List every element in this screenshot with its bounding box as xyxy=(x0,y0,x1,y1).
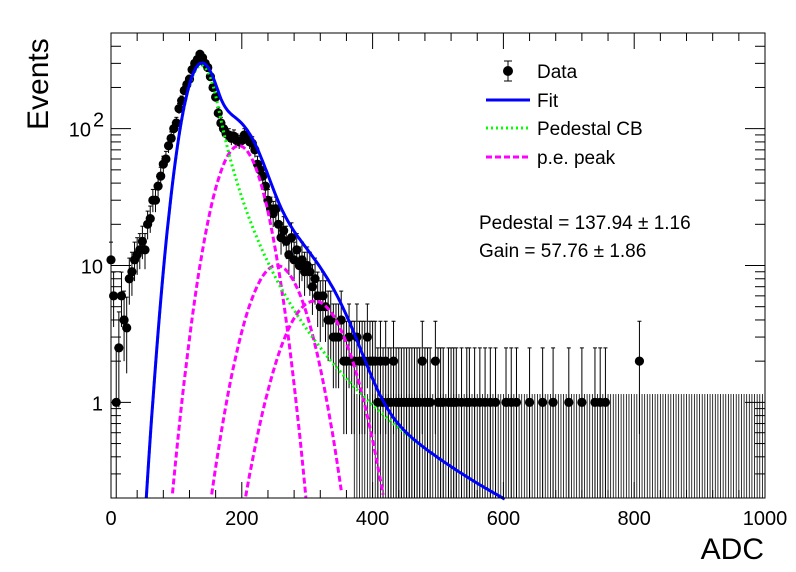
gain-annotation: Gain = 57.76 ± 1.86 xyxy=(479,241,646,262)
data-point xyxy=(171,118,181,128)
curve-layer xyxy=(144,61,506,501)
x-axis-title: ADC xyxy=(701,533,764,566)
legend-label: p.e. peak xyxy=(537,148,616,169)
data-point xyxy=(538,397,548,407)
data-point xyxy=(318,291,328,301)
x-tick-label: 0 xyxy=(105,508,116,530)
pedestal-annotation: Pedestal = 137.94 ± 1.16 xyxy=(479,213,691,234)
data-point xyxy=(524,397,535,407)
data-point xyxy=(307,282,318,292)
legend: Data Fit Pedestal CB p.e. peak xyxy=(486,60,643,169)
data-point xyxy=(381,356,391,366)
data-point xyxy=(156,171,166,181)
pe-peak-curve xyxy=(171,144,308,498)
x-tick-label: 600 xyxy=(487,508,520,530)
data-point xyxy=(140,245,150,255)
data-point xyxy=(548,397,558,407)
data-point xyxy=(333,332,344,342)
data-point xyxy=(122,323,132,333)
data-point xyxy=(564,397,574,407)
data-point xyxy=(145,214,155,224)
data-point xyxy=(150,195,161,205)
data-point xyxy=(310,274,320,284)
data-point xyxy=(362,332,372,342)
y-tick-exponent: 2 xyxy=(93,110,104,132)
x-tick-label: 1000 xyxy=(743,508,788,530)
data-point xyxy=(153,181,163,191)
data-point xyxy=(634,356,645,366)
data-point xyxy=(114,343,124,353)
data-point xyxy=(127,267,137,277)
data-point xyxy=(511,397,522,407)
data-point xyxy=(490,397,501,407)
pe-peak-curve xyxy=(210,264,343,495)
data-layer xyxy=(106,49,766,498)
data-point xyxy=(174,104,184,114)
data-point xyxy=(417,356,427,366)
y-tick-label: 10 xyxy=(81,257,103,279)
x-tick-label: 400 xyxy=(356,508,389,530)
data-point xyxy=(161,154,171,164)
legend-label: Data xyxy=(537,62,578,83)
legend-label: Fit xyxy=(537,91,559,112)
data-point xyxy=(286,232,297,243)
legend-marker-data xyxy=(503,66,513,76)
data-point xyxy=(137,236,147,247)
data-point xyxy=(600,397,611,407)
fit-curve xyxy=(144,61,506,501)
y-tick-label: 1 xyxy=(92,393,103,415)
data-point xyxy=(166,133,176,143)
y-tick-label: 10 xyxy=(69,120,91,142)
data-point xyxy=(577,397,587,407)
data-point xyxy=(388,356,399,366)
y-axis-title: Events xyxy=(22,38,55,130)
data-point xyxy=(279,225,289,236)
x-tick-label: 200 xyxy=(225,508,258,530)
pe-peak-curve xyxy=(244,299,385,497)
data-point xyxy=(425,397,435,407)
x-tick-label: 800 xyxy=(618,508,651,530)
data-point xyxy=(430,356,440,366)
legend-label: Pedestal CB xyxy=(537,119,643,140)
